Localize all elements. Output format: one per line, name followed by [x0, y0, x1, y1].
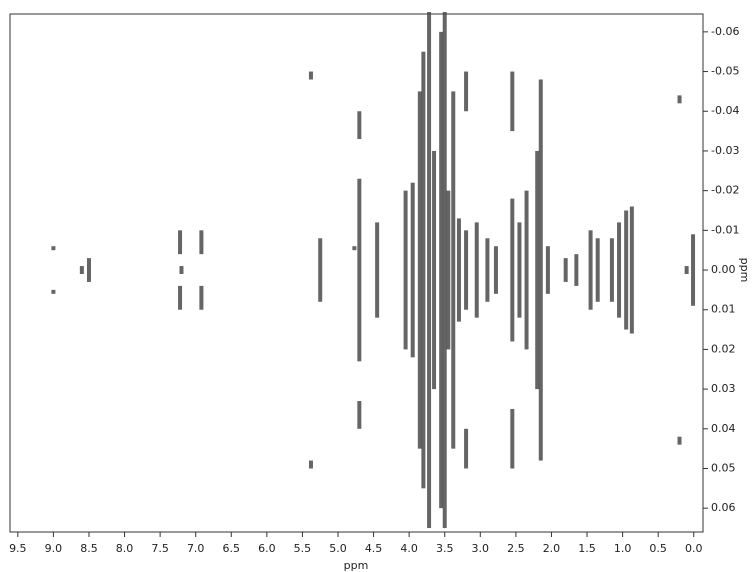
x-tick-label: 4.5	[365, 542, 383, 555]
peak-segment	[439, 31, 444, 509]
x-tick-label: 3.5	[436, 542, 454, 555]
peak-segment	[524, 190, 529, 350]
peak-segment	[474, 222, 479, 318]
peak-segment	[510, 198, 515, 342]
x-tick-label: 1.0	[614, 542, 632, 555]
peak-segment	[442, 12, 447, 529]
peak-segment	[410, 182, 415, 358]
x-tick-label: 7.0	[187, 542, 205, 555]
x-tick-label: 9.0	[45, 542, 63, 555]
x-tick-label: 4.0	[400, 542, 418, 555]
peak-segment	[538, 79, 543, 461]
peak-segment	[510, 408, 515, 469]
y-tick-label: 0.04	[711, 422, 736, 435]
y-tick-label: 0.03	[711, 382, 736, 395]
x-tick-label: 5.0	[329, 542, 347, 555]
peak-segment	[375, 222, 380, 318]
peak-segment	[446, 190, 451, 350]
y-tick-label: -0.02	[711, 184, 739, 197]
x-tick-label: 1.5	[578, 542, 596, 555]
y-axis-label: ppm	[738, 258, 751, 283]
peak-segment	[352, 246, 357, 251]
y-tick-label: -0.06	[711, 25, 739, 38]
x-tick-label: 8.5	[80, 542, 98, 555]
peak-segment	[624, 210, 629, 330]
x-tick-label: 8.0	[116, 542, 134, 555]
peak-segment	[684, 266, 689, 274]
y-tick-label: 0.00	[711, 263, 736, 276]
peak-segment	[86, 258, 91, 282]
peak-segment	[629, 206, 634, 334]
peak-segment	[427, 12, 432, 529]
peak-segment	[563, 258, 568, 282]
x-tick-label: 0.5	[649, 542, 667, 555]
y-tick-label: 0.01	[711, 303, 736, 316]
peak-segment	[178, 285, 183, 310]
peak-segment	[510, 71, 515, 132]
peak-segment	[318, 238, 323, 302]
x-tick-label: 6.0	[258, 542, 276, 555]
x-tick-label: 6.5	[223, 542, 241, 555]
y-tick-label: -0.05	[711, 65, 739, 78]
y-tick-label: 0.06	[711, 501, 736, 514]
peak-segment	[199, 285, 204, 310]
y-tick-label: -0.01	[711, 223, 739, 236]
peak-segment	[677, 95, 682, 104]
peak-segment	[357, 178, 362, 362]
peak-segment	[199, 230, 204, 255]
peak-segment	[464, 428, 469, 469]
peak-segment	[691, 234, 696, 306]
peak-segment	[79, 266, 84, 274]
x-tick-label: 0.0	[685, 542, 703, 555]
peak-segment	[308, 71, 313, 80]
peak-segment	[179, 266, 184, 274]
plot-frame	[9, 13, 704, 533]
y-tick-label: 0.05	[711, 461, 736, 474]
peak-segment	[517, 222, 522, 318]
x-tick-label: 7.5	[151, 542, 169, 555]
peak-segment	[485, 238, 490, 302]
peak-segment	[357, 111, 362, 140]
peak-segment	[178, 230, 183, 255]
peak-segment	[403, 190, 408, 350]
peak-segment	[357, 401, 362, 429]
x-tick-label: 5.5	[294, 542, 312, 555]
y-tick-label: 0.02	[711, 342, 736, 355]
y-tick-label: -0.03	[711, 144, 739, 157]
y-tick-label: -0.04	[711, 104, 739, 117]
peak-segment	[432, 150, 437, 390]
peak-segment	[421, 51, 426, 489]
peak-segment	[617, 222, 622, 318]
x-axis-label: ppm	[344, 559, 369, 572]
x-tick-label: 2.0	[543, 542, 561, 555]
peak-segment	[588, 230, 593, 310]
peak-segment	[51, 246, 56, 251]
x-tick-label: 2.5	[507, 542, 525, 555]
peak-segment	[464, 71, 469, 112]
peak-segment	[464, 230, 469, 310]
peak-segment	[51, 289, 56, 294]
x-tick-label: 9.5	[9, 542, 27, 555]
peak-segment	[595, 238, 600, 302]
peak-segment	[545, 246, 550, 294]
peak-segment	[609, 238, 614, 302]
peak-segment	[493, 246, 498, 294]
peak-segment	[574, 254, 579, 286]
peak-segment	[417, 91, 422, 449]
x-tick-label: 3.0	[472, 542, 490, 555]
peak-segment	[308, 460, 313, 469]
peak-segment	[535, 150, 540, 390]
peak-segment	[456, 218, 461, 322]
peak-segment	[677, 436, 682, 445]
peak-segment	[451, 91, 456, 449]
